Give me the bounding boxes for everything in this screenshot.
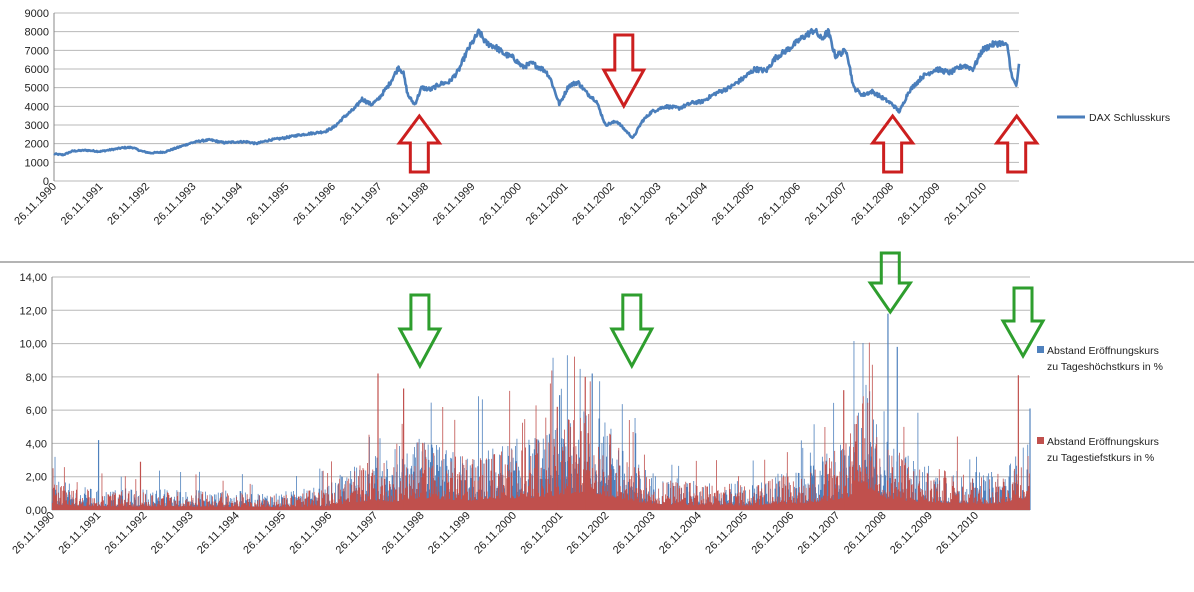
top-x-tick-label: 26.11.2004	[663, 181, 710, 228]
top-y-tick-label: 8000	[25, 27, 49, 39]
bottom-annotation-arrows	[397, 251, 1046, 370]
bottom-x-tick-label: 26.11.1998	[380, 510, 427, 557]
top-x-tick-label: 26.11.1996	[291, 181, 338, 228]
bottom-x-tick-label: 26.11.1994	[195, 510, 242, 557]
top-x-tick-label: 26.11.1992	[105, 181, 152, 228]
green-down-arrow	[1000, 286, 1046, 360]
top-x-tick-label: 26.11.2003	[617, 181, 664, 228]
bottom-x-tick-label: 26.11.2005	[703, 510, 750, 557]
top-y-tick-label: 7000	[25, 45, 49, 57]
red-up-arrow	[869, 113, 916, 174]
bottom-y-tick-label: 4,00	[26, 438, 47, 450]
bottom-x-tick-label: 26.11.1993	[149, 510, 196, 557]
top-y-tick-label: 1000	[25, 157, 49, 169]
bottom-x-tick-label: 26.11.2003	[611, 510, 658, 557]
dax-close-chart: 0 1000 2000 3000 4000 5000 6000 7000 8000 9000 26…	[12, 8, 1170, 227]
bottom-y-tick-label: 8,00	[26, 372, 47, 384]
top-x-tick-label: 26.11.2002	[570, 181, 617, 228]
top-x-tick-label: 26.11.1990	[12, 181, 59, 228]
top-x-tick-label: 26.11.1999	[431, 181, 478, 228]
top-x-tick-label: 26.11.2005	[710, 181, 757, 228]
bottom-x-tick-label: 26.11.2006	[749, 510, 796, 557]
top-x-tick-label: 26.11.2009	[896, 181, 943, 228]
green-down-arrow	[397, 293, 443, 370]
bottom-x-axis: 26.11.1990 26.11.1991 26.11.1992 26.11.1993…	[10, 510, 981, 557]
intraday-range-chart: 0,00 2,00 4,00 6,00 8,00 10,00 12,00 14,00 26.1…	[10, 251, 1163, 557]
top-x-tick-label: 26.11.1998	[384, 181, 431, 228]
bottom-x-tick-label: 26.11.1991	[56, 510, 103, 557]
legend-swatch-low	[1037, 437, 1044, 444]
bottom-x-tick-label: 26.11.2000	[472, 510, 519, 557]
legend-label-low-line2: zu Tagestiefstkurs in %	[1047, 452, 1154, 464]
legend-label-low-line1: Abstand Eröffnungskurs	[1047, 436, 1159, 448]
bottom-y-tick-label: 2,00	[26, 472, 47, 484]
bottom-x-tick-label: 26.11.2002	[565, 510, 612, 557]
bottom-y-tick-label: 6,00	[26, 405, 47, 417]
red-up-arrow	[396, 113, 443, 174]
high-series-bars	[51, 340, 1030, 510]
top-x-axis: 26.11.1990 26.11.1991 26.11.1992 26.11.1993…	[12, 181, 989, 228]
legend-label-dax: DAX Schlusskurs	[1089, 112, 1170, 124]
bottom-x-tick-label: 26.11.2009	[888, 510, 935, 557]
red-up-arrow	[993, 113, 1040, 174]
top-plot-area	[53, 27, 1021, 157]
top-y-tick-label: 9000	[25, 8, 49, 20]
bottom-x-tick-label: 26.11.2010	[934, 510, 981, 557]
legend-label-high-line2: zu Tageshöchstkurs in %	[1047, 361, 1163, 373]
top-x-tick-label: 26.11.1993	[152, 181, 199, 228]
top-gridlines	[53, 12, 1019, 182]
bottom-x-tick-label: 26.11.2004	[657, 510, 704, 557]
bottom-y-tick-label: 14,00	[19, 272, 47, 284]
top-x-tick-label: 26.11.2001	[524, 181, 571, 228]
top-x-tick-label: 26.11.2008	[849, 181, 896, 228]
top-x-tick-label: 26.11.2000	[477, 181, 524, 228]
top-y-axis: 0 1000 2000 3000 4000 5000 6000 7000 8000 9000	[25, 8, 49, 188]
top-y-tick-label: 2000	[25, 139, 49, 151]
top-y-tick-label: 4000	[25, 101, 49, 113]
bottom-y-tick-label: 0,00	[26, 505, 47, 517]
dax-close-line	[53, 27, 1021, 157]
top-x-tick-label: 26.11.1995	[245, 181, 292, 228]
bottom-legend: Abstand Eröffnungskurs zu Tageshöchstkur…	[1037, 345, 1163, 464]
bottom-x-tick-label: 26.11.1997	[334, 510, 381, 557]
bottom-y-axis: 0,00 2,00 4,00 6,00 8,00 10,00 12,00 14,00	[19, 272, 47, 517]
top-x-tick-label: 26.11.1994	[198, 181, 245, 228]
top-x-tick-label: 26.11.2007	[803, 181, 850, 228]
bottom-x-tick-label: 26.11.1995	[241, 510, 288, 557]
bottom-y-tick-label: 12,00	[19, 305, 47, 317]
low-series	[51, 342, 1030, 510]
bottom-x-tick-label: 26.11.1992	[103, 510, 150, 557]
top-y-tick-label: 0	[43, 176, 49, 188]
bottom-x-tick-label: 26.11.1996	[287, 510, 334, 557]
low-series-bars	[51, 342, 1030, 510]
top-x-tick-label: 26.11.1997	[338, 181, 385, 228]
bottom-y-tick-label: 10,00	[19, 339, 47, 351]
top-legend: DAX Schlusskurs	[1057, 112, 1170, 124]
legend-swatch-high	[1037, 346, 1044, 353]
top-y-tick-label: 3000	[25, 120, 49, 132]
bottom-plot-area	[51, 313, 1031, 510]
top-y-tick-label: 5000	[25, 83, 49, 95]
bottom-x-tick-label: 26.11.1999	[426, 510, 473, 557]
top-y-tick-label: 6000	[25, 64, 49, 76]
green-down-arrow	[867, 251, 914, 315]
bottom-x-tick-label: 26.11.2008	[842, 510, 889, 557]
top-annotation-arrows	[396, 33, 1040, 174]
legend-label-high-line1: Abstand Eröffnungskurs	[1047, 345, 1159, 357]
red-down-arrow	[601, 33, 647, 110]
top-x-tick-label: 26.11.1991	[59, 181, 106, 228]
top-x-tick-label: 26.11.2010	[942, 181, 989, 228]
bottom-x-tick-label: 26.11.2001	[518, 510, 565, 557]
green-down-arrow	[609, 293, 655, 370]
top-x-tick-label: 26.11.2006	[756, 181, 803, 228]
bottom-x-tick-label: 26.11.2007	[796, 510, 843, 557]
